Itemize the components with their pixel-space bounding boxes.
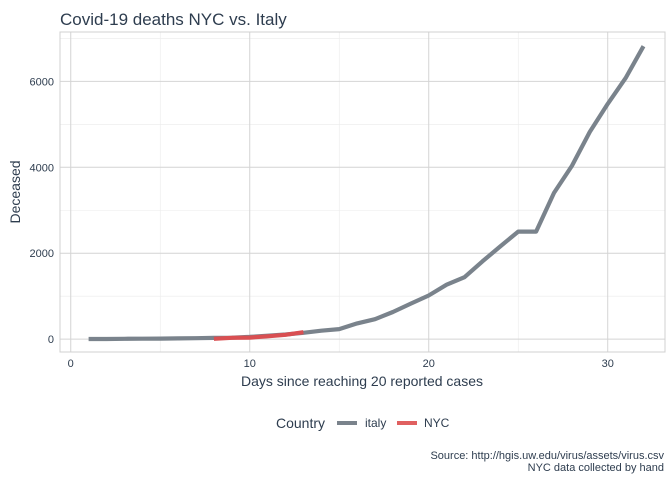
legend-label-italy: italy: [365, 416, 386, 430]
y-tick-label: 2000: [30, 248, 54, 260]
legend-label-nyc: NYC: [424, 416, 450, 430]
x-tick-label: 20: [423, 358, 435, 370]
x-tick-label: 0: [68, 358, 74, 370]
series-line-italy: [88, 45, 646, 342]
x-tick-label: 10: [244, 358, 256, 370]
y-tick-label: 4000: [30, 162, 54, 174]
plot-area: [59, 31, 666, 353]
grid-major: [60, 32, 665, 352]
y-tick-label: 0: [48, 334, 54, 346]
series-lines: [88, 45, 646, 342]
chart-title: Covid-19 deaths NYC vs. Italy: [60, 10, 287, 29]
x-axis-ticks: 0 10 20 30: [68, 358, 614, 370]
caption-note: NYC data collected by hand: [528, 462, 664, 474]
y-axis-label: Deceased: [7, 160, 23, 223]
x-tick-label: 30: [602, 358, 614, 370]
series-line-nyc: [213, 330, 304, 341]
legend: Country italy NYC: [276, 415, 450, 431]
legend-title: Country: [276, 415, 325, 431]
x-axis-label: Days since reaching 20 reported cases: [241, 373, 483, 389]
y-tick-label: 6000: [30, 76, 54, 88]
y-axis-ticks: 0 2000 4000 6000: [30, 76, 54, 346]
grid-minor: [60, 32, 665, 352]
caption-source: Source: http://hgis.uw.edu/virus/assets/…: [430, 450, 664, 462]
plot-panel-border: [59, 31, 666, 353]
